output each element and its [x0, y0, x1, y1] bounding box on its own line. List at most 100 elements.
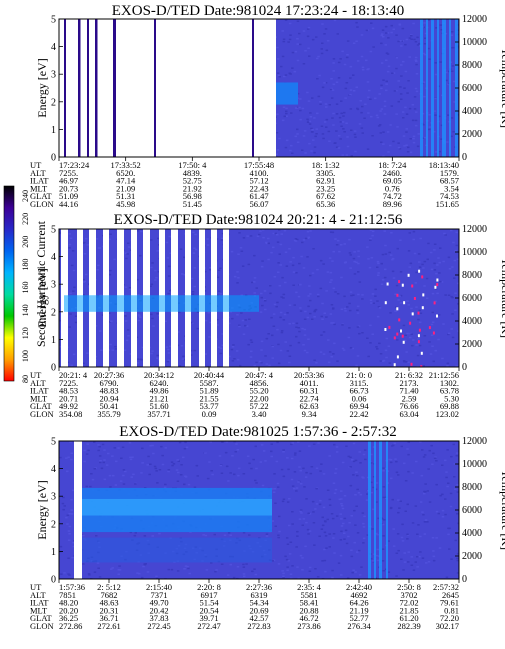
spectrogram-cell	[435, 27, 438, 29]
spectrogram-cell	[380, 33, 384, 35]
spectrogram-cell	[253, 281, 256, 283]
spectrogram-cell	[251, 281, 254, 284]
spectrogram-cell	[321, 516, 324, 519]
spectrogram-cell	[236, 577, 239, 579]
spectrogram-cell	[236, 358, 240, 361]
spectrogram-cell	[330, 78, 333, 80]
spectrogram-cell	[61, 502, 65, 505]
ephemeris-value: 58.41	[299, 598, 318, 608]
spectrogram-cell	[167, 292, 170, 295]
spectrogram-cell	[280, 330, 284, 332]
spectrogram-cell	[407, 80, 410, 82]
spectrogram-cell	[109, 486, 112, 488]
y-tick-label: 2	[51, 307, 56, 318]
spectrogram-cell	[282, 106, 286, 108]
spectrogram-cell	[429, 251, 433, 254]
ephemeris-value: 7371	[151, 590, 168, 600]
ephemeris-value: 272.61	[97, 621, 120, 631]
spectrogram-cell	[302, 267, 306, 269]
y-tick-label: 5	[51, 437, 56, 448]
spectrogram-cell	[251, 570, 254, 573]
ephemeris-value: 355.79	[97, 409, 120, 419]
spectrogram-cell	[455, 244, 458, 247]
spectrogram-cell	[383, 519, 386, 521]
spectrogram-cell	[60, 573, 63, 575]
spectrogram-cell	[149, 285, 152, 287]
spectrogram-cell	[340, 112, 343, 115]
spectrogram-cell	[303, 130, 307, 132]
spectrogram-cell	[283, 75, 286, 78]
spectrogram-cell	[371, 560, 375, 562]
spectrogram-cell	[218, 455, 222, 457]
spectrogram-cell	[421, 449, 424, 451]
y2-tick-label: 10000	[462, 37, 487, 48]
spectrogram-cell	[152, 325, 155, 327]
spectrogram-cell	[412, 339, 415, 341]
spectrogram-cell	[342, 522, 345, 525]
spectrogram-cell	[67, 573, 70, 575]
ephemeris-value: 2460.	[383, 168, 402, 178]
spectrogram-cell	[276, 328, 279, 331]
spectrogram-cell	[220, 239, 224, 241]
spectrogram-cell	[381, 518, 384, 520]
y2-tick-label: 12000	[462, 436, 487, 447]
ephemeris-value: 36.25	[59, 613, 78, 623]
ephemeris-row-label: GLON	[30, 409, 54, 419]
spectrogram-cell	[440, 124, 444, 127]
spectrogram-cell	[401, 540, 405, 542]
spectrogram-cell	[253, 277, 257, 279]
spectrogram-cell	[311, 318, 314, 320]
spectrogram-cell	[282, 498, 286, 500]
spectrogram-cell	[366, 534, 370, 536]
spectrogram-cell	[88, 574, 91, 576]
spectrogram-cell	[324, 82, 328, 84]
spectrogram-cell	[282, 576, 285, 579]
spectrogram-cell	[274, 525, 277, 527]
ephemeris-value: 68.57	[440, 176, 459, 186]
spectrogram-cell	[387, 37, 390, 39]
spectrogram-cell	[253, 292, 256, 294]
spectrogram-cell	[167, 469, 171, 471]
spectrogram-cell	[423, 454, 427, 456]
spectrogram-cell	[406, 448, 409, 450]
spectrogram-cell	[380, 262, 383, 265]
spectrogram-cell	[136, 572, 139, 574]
spectrogram-cell	[293, 454, 297, 456]
spectrogram-cell	[397, 40, 400, 43]
ephemeris-value: 54.34	[249, 598, 269, 608]
spectrogram-cell	[397, 474, 400, 476]
spectrogram-cell	[355, 505, 358, 507]
spectrogram-cell	[320, 125, 324, 127]
spectrogram-cell	[444, 234, 447, 236]
spectrogram-cell	[286, 566, 289, 568]
spectrogram-cell	[305, 521, 308, 524]
spectrogram-cell	[413, 297, 416, 300]
spectrogram-cell	[335, 81, 339, 83]
ephemeris-value: 20:53:36	[294, 370, 324, 380]
spectrogram-cell	[137, 314, 141, 316]
spectrogram-cell	[298, 450, 302, 452]
ephemeris-value: 272.83	[247, 621, 270, 631]
spectrogram-cell	[329, 281, 332, 283]
spectrogram-cell	[362, 526, 366, 528]
spectrogram-cell	[127, 246, 131, 248]
spectrogram-cell	[410, 564, 414, 566]
spectrogram-cell	[376, 315, 380, 318]
spectrogram-cell	[72, 269, 76, 272]
spectrogram-cell	[307, 533, 310, 535]
spectrogram-cell	[352, 90, 356, 92]
spectrogram-cell	[434, 456, 437, 458]
spectrogram-cell	[82, 534, 85, 537]
y-tick-label: 2	[51, 519, 56, 530]
spectrogram-cell	[107, 452, 110, 455]
spectrogram-cell	[283, 313, 287, 316]
spectrogram-cell	[427, 242, 430, 245]
spectrogram-cell	[343, 295, 346, 298]
spectrogram-cell	[399, 302, 403, 304]
spectrogram-cell	[343, 495, 347, 497]
spectrogram-cell	[368, 89, 371, 92]
spectrogram-cell	[332, 112, 335, 115]
spectrogram-cell	[438, 272, 441, 274]
spectrogram-cell	[429, 353, 433, 355]
